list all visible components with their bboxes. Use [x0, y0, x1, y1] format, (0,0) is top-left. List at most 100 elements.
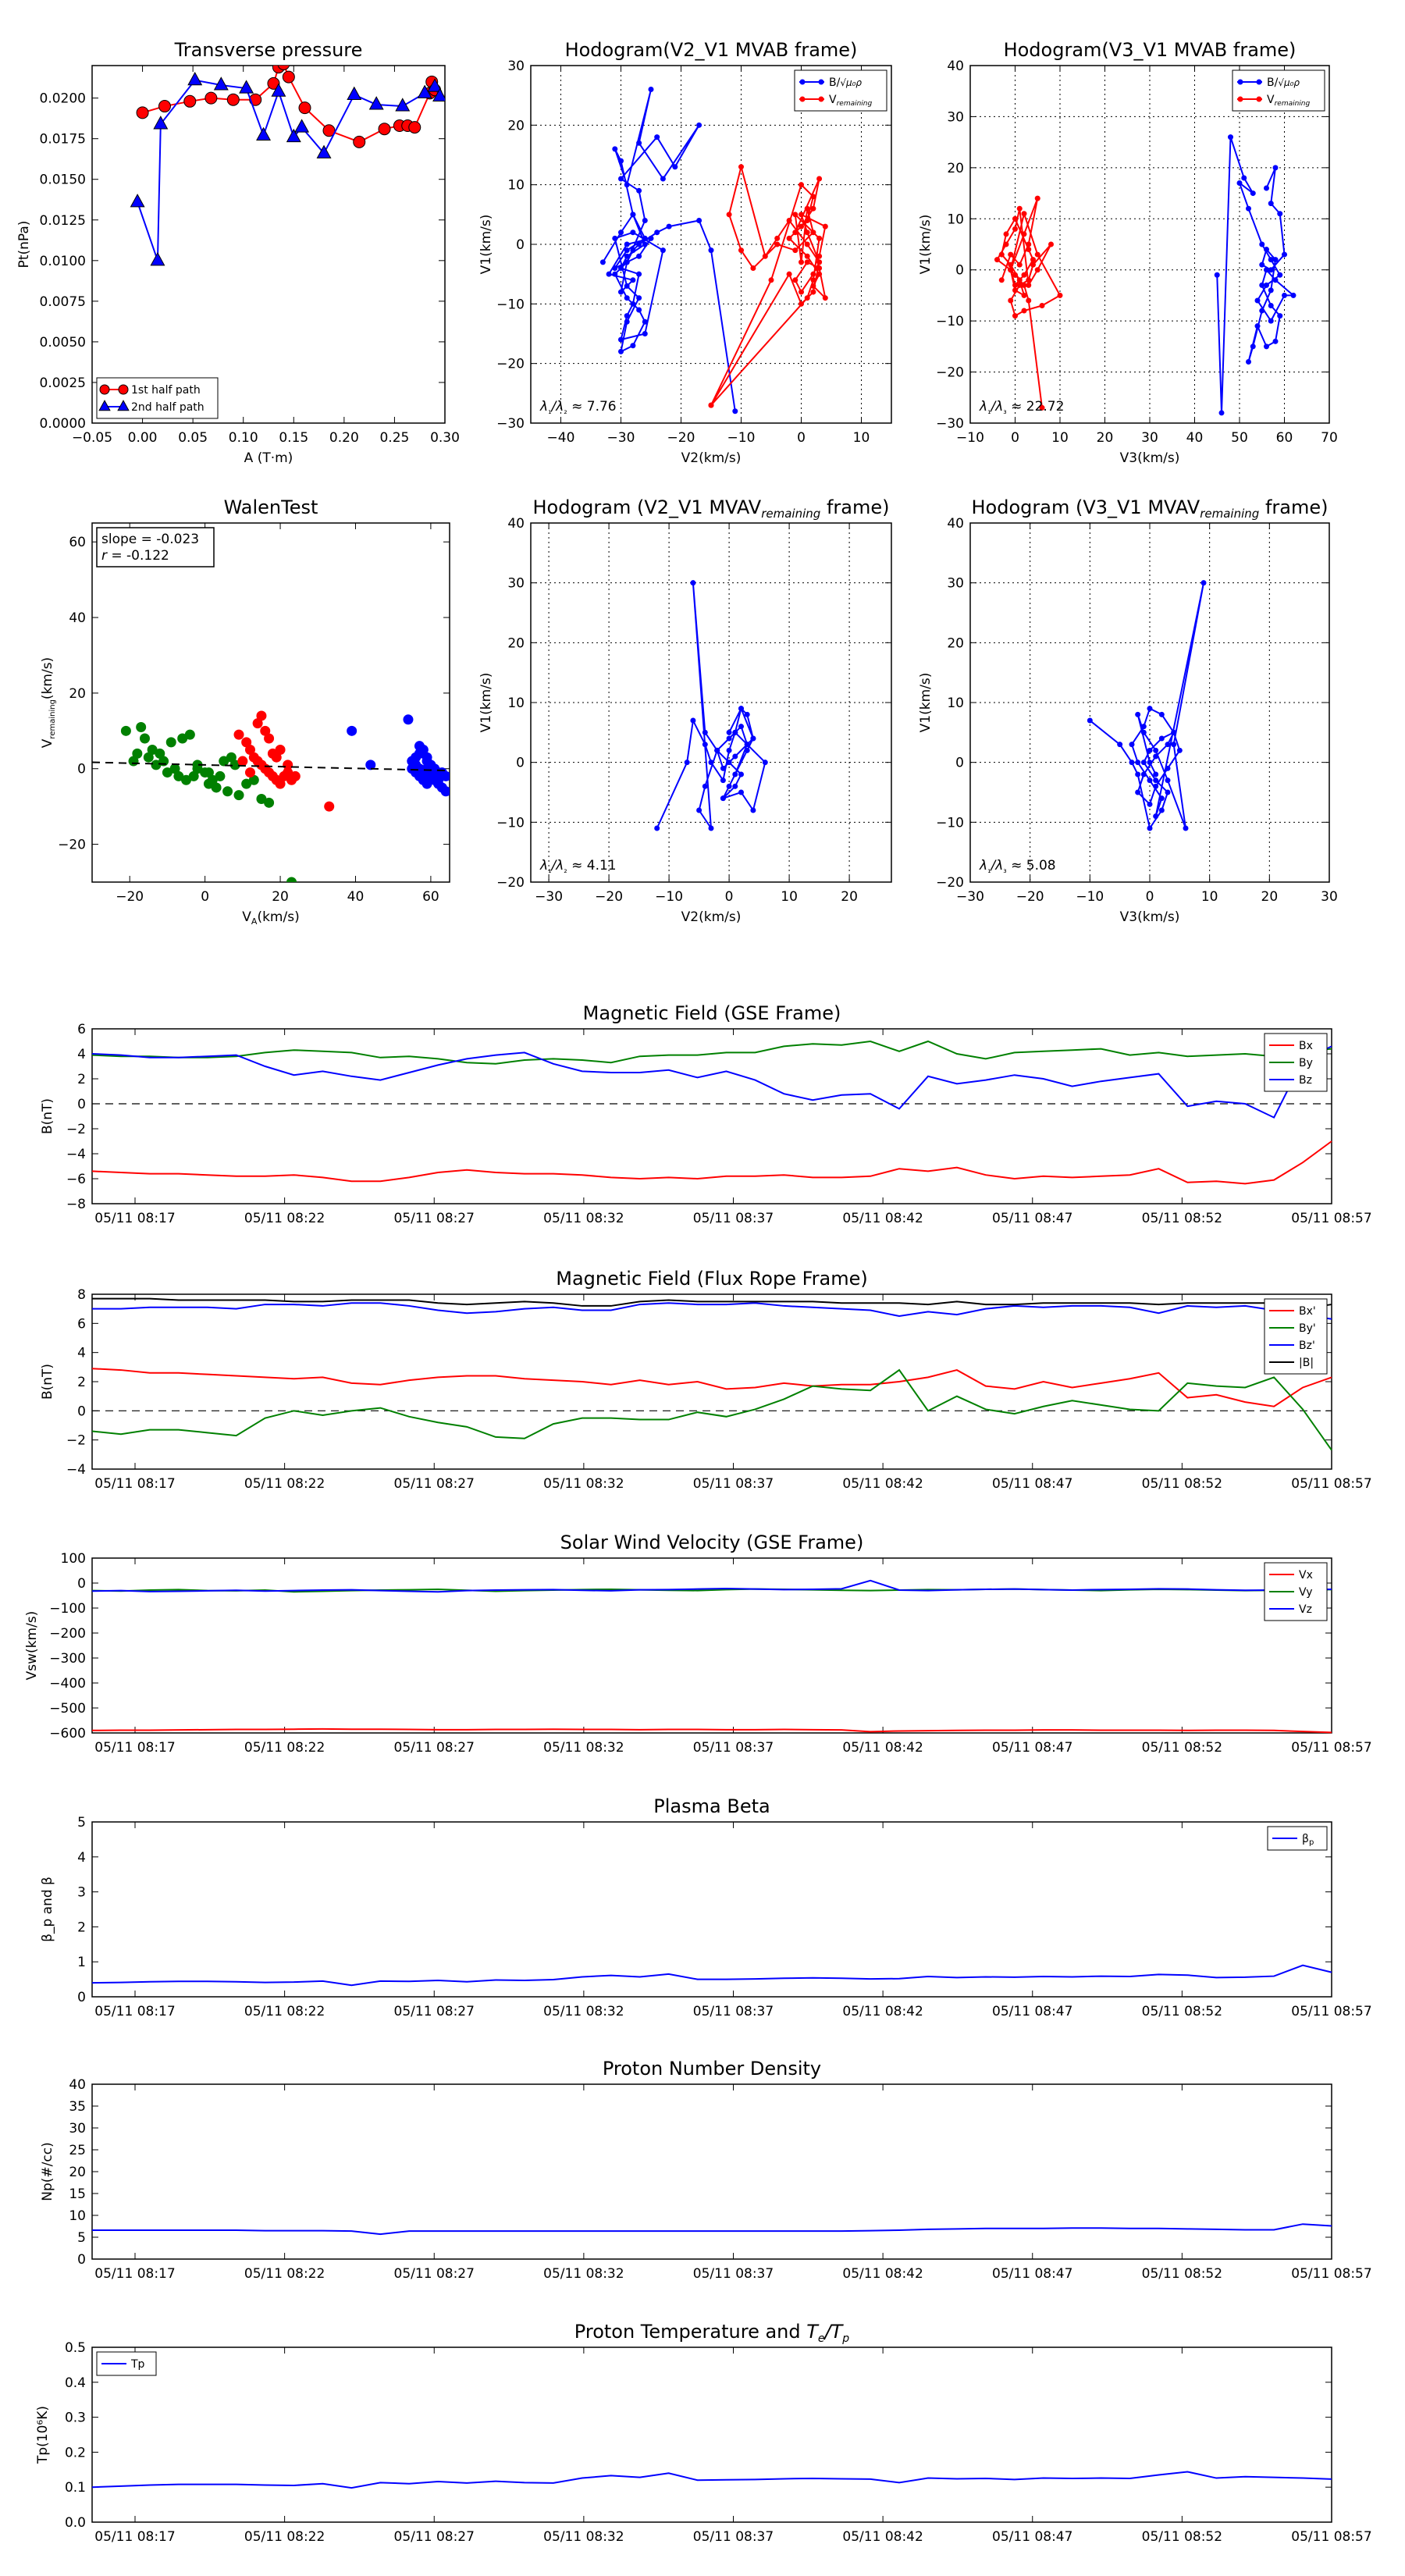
data-point — [708, 247, 714, 254]
data-point — [696, 217, 702, 223]
y-axis-label: Vsw(km/s) — [24, 1611, 40, 1681]
data-point — [1171, 742, 1177, 748]
y-tick-label: 4 — [77, 1346, 86, 1361]
data-point — [1057, 292, 1063, 298]
data-point — [1129, 742, 1135, 748]
x-tick-label: 05/11 08:27 — [394, 2529, 475, 2545]
data-point — [237, 756, 248, 767]
data-point — [1282, 292, 1287, 298]
data-point — [283, 760, 293, 770]
y-tick-label: 10 — [947, 212, 964, 227]
data-point — [618, 336, 624, 343]
data-point — [275, 745, 286, 756]
data-point — [1147, 801, 1153, 807]
y-tick-label: −30 — [496, 416, 525, 432]
data-point — [998, 251, 1005, 258]
legend-box — [794, 69, 887, 112]
x-tick-label: 05/11 08:47 — [992, 1211, 1072, 1226]
data-point — [1153, 777, 1159, 784]
annotation-ratio: λ₁/λ₃ ≈ 5.08 — [979, 858, 1056, 875]
data-point — [192, 763, 203, 774]
data-point — [690, 580, 696, 586]
data-point — [804, 205, 810, 212]
x-tick-label: 05/11 08:47 — [992, 2266, 1072, 2282]
y-axis-label: Np(#/cc) — [40, 2142, 55, 2201]
data-point — [612, 271, 618, 277]
data-point — [636, 253, 642, 259]
plot-frame — [530, 522, 892, 883]
data-point — [720, 777, 726, 784]
data-point — [1165, 777, 1171, 784]
data-point — [1268, 287, 1274, 294]
data-point — [162, 767, 173, 778]
x-tick-label: 05/11 08:17 — [94, 2004, 175, 2019]
data-point — [624, 182, 630, 188]
legend-marker — [118, 384, 129, 395]
data-point — [799, 212, 804, 218]
data-point — [264, 733, 275, 744]
data-point — [720, 795, 726, 802]
data-point — [226, 93, 240, 106]
data-point — [147, 745, 158, 756]
x-tick-label: −10 — [1076, 889, 1104, 905]
y-tick-label: 0 — [516, 756, 525, 771]
x-tick-label: 05/11 08:37 — [693, 1211, 774, 1226]
chart-title: Hodogram(V2_V1 MVAB frame) — [565, 39, 858, 61]
data-point — [403, 714, 414, 725]
data-point — [203, 767, 214, 778]
x-tick-label: 05/11 08:47 — [992, 1740, 1072, 1756]
data-point — [750, 735, 756, 742]
y-tick-label: 0 — [77, 762, 86, 777]
series-line — [91, 1368, 1332, 1451]
x-tick-label: 05/11 08:52 — [1142, 2529, 1222, 2545]
data-point — [1140, 729, 1147, 735]
data-point — [726, 747, 732, 753]
x-tick-label: 40 — [1186, 430, 1204, 446]
data-point — [1153, 783, 1159, 789]
x-tick-label: 05/11 08:32 — [543, 2004, 624, 2019]
x-tick-label: 05/11 08:22 — [244, 1740, 325, 1756]
data-point — [636, 241, 642, 247]
y-tick-label: 40 — [947, 516, 964, 532]
data-point — [666, 223, 672, 229]
data-point — [624, 241, 630, 247]
x-tick-label: 10 — [1051, 430, 1069, 446]
y-tick-label: 20 — [947, 161, 964, 176]
data-point — [264, 797, 275, 808]
data-point — [1008, 262, 1014, 268]
x-tick-label: 05/11 08:57 — [1291, 2529, 1371, 2545]
x-tick-label: 05/11 08:37 — [693, 2266, 774, 2282]
data-point — [612, 146, 618, 152]
data-point — [1214, 272, 1220, 278]
series-line — [656, 582, 767, 831]
chart-title: Solar Wind Velocity (GSE Frame) — [560, 1532, 864, 1553]
plot-area — [130, 66, 445, 266]
data-point — [642, 217, 648, 223]
y-tick-label: 10 — [947, 696, 964, 711]
y-tick-label: 0.0100 — [40, 254, 86, 269]
legend-label: Bz — [1299, 1074, 1312, 1087]
data-point — [786, 217, 792, 223]
data-point — [1030, 262, 1036, 268]
data-point — [804, 295, 810, 301]
legend-marker — [98, 400, 111, 411]
data-point — [1147, 747, 1153, 753]
data-point — [816, 253, 823, 259]
data-point — [1012, 313, 1018, 319]
data-point — [720, 765, 726, 771]
y-tick-label: 100 — [61, 1551, 86, 1567]
data-point — [672, 164, 678, 170]
data-point — [1012, 282, 1018, 288]
y-tick-label: −4 — [66, 1462, 86, 1478]
y-tick-label: −10 — [936, 314, 964, 329]
data-point — [298, 101, 311, 115]
x-tick-label: 40 — [347, 889, 365, 905]
x-tick-label: 05/11 08:57 — [1291, 1211, 1371, 1226]
y-tick-label: −300 — [49, 1651, 86, 1667]
x-tick-label: 05/11 08:47 — [992, 1476, 1072, 1492]
data-point — [822, 223, 828, 229]
plot-area — [994, 134, 1297, 416]
data-point — [1250, 343, 1256, 350]
y-tick-label: 5 — [77, 1815, 86, 1831]
data-point — [1147, 760, 1153, 766]
